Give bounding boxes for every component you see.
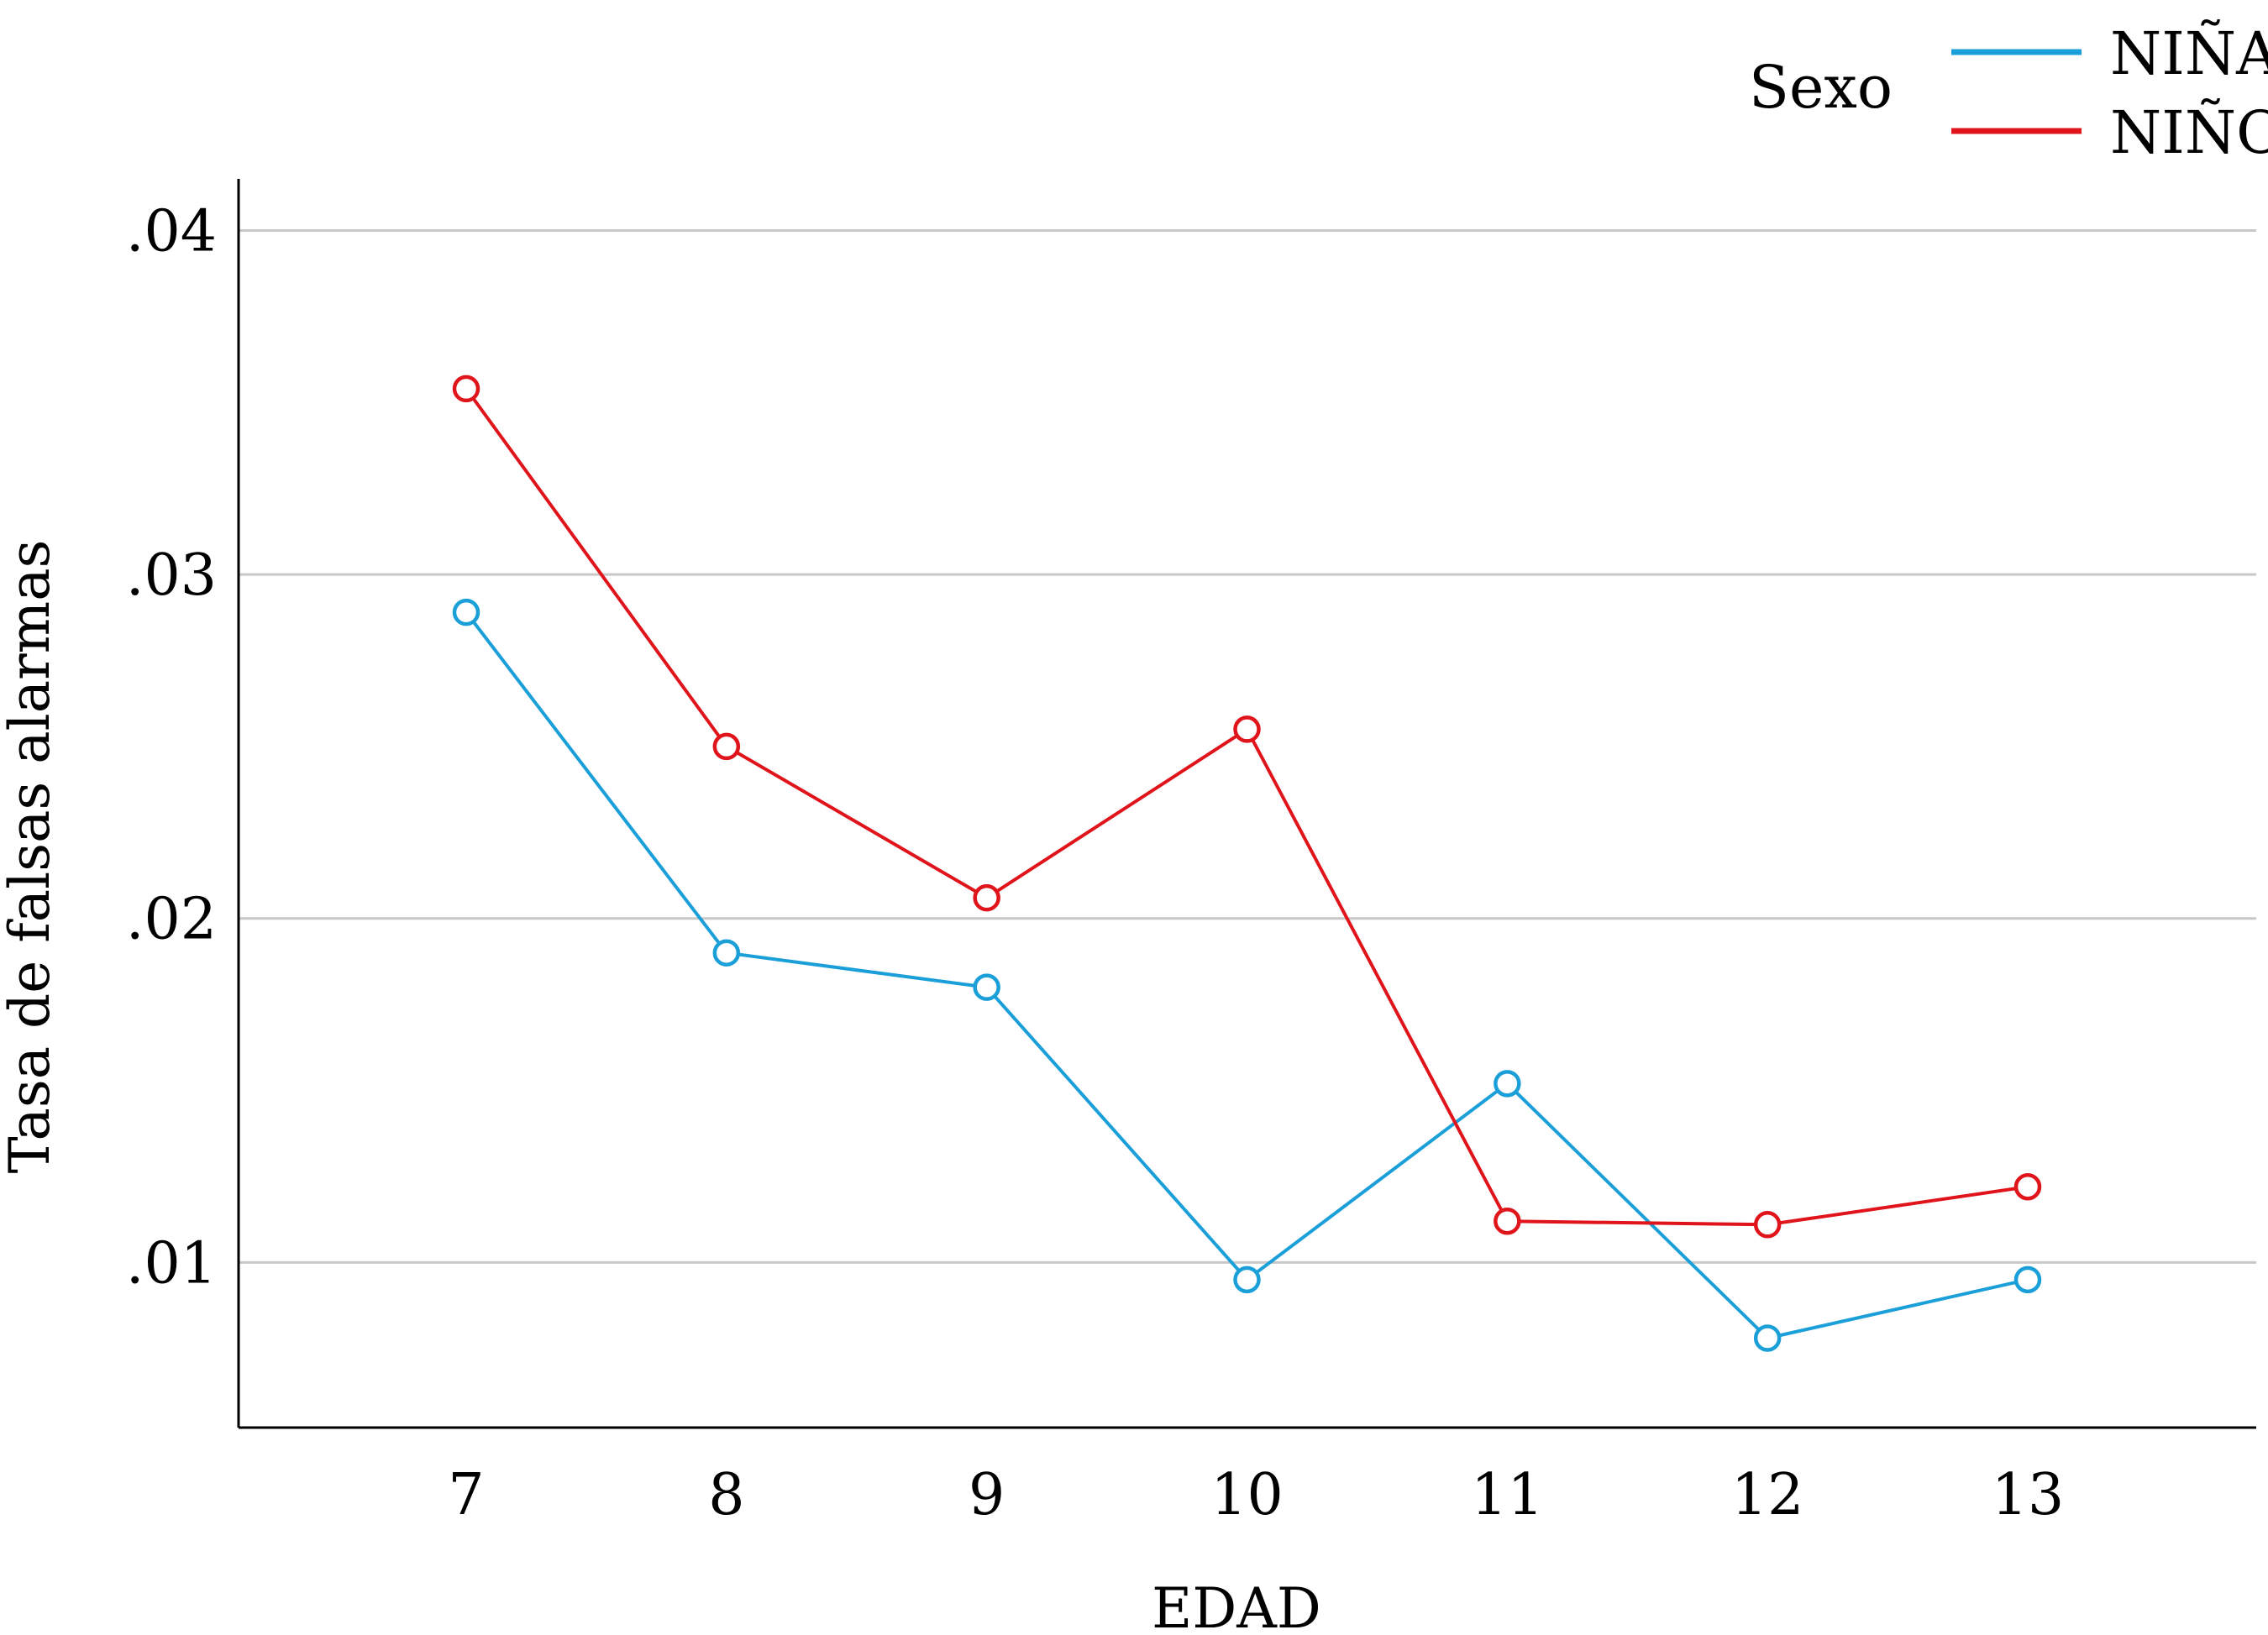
- x-tick-label: 7: [448, 1462, 484, 1528]
- data-point-nina: [973, 973, 1000, 1001]
- data-point-nina: [1494, 1070, 1521, 1098]
- data-point-nina: [2013, 1266, 2042, 1294]
- legend-title: Sexo: [1749, 53, 1893, 122]
- series-nino: [452, 375, 2042, 1239]
- series: [452, 375, 2042, 1352]
- legend: Sexo NIÑA NIÑO: [1749, 19, 2268, 167]
- data-point-nina: [712, 939, 741, 967]
- gridlines: [239, 228, 2256, 1264]
- data-point-nino: [1753, 1211, 1782, 1239]
- y-axis-label: Tasa de falsas alarmas: [0, 540, 62, 1174]
- data-point-nina: [452, 598, 480, 626]
- y-tick-label: .02: [126, 887, 217, 953]
- y-tick-label: .04: [126, 198, 217, 265]
- data-point-nino: [2013, 1173, 2042, 1201]
- x-tick-label: 10: [1210, 1462, 1284, 1528]
- x-axis-label: EDAD: [1152, 1576, 1321, 1631]
- data-point-nino: [1233, 715, 1261, 743]
- series-line-nino: [465, 387, 2029, 1227]
- axes: [237, 179, 2256, 1429]
- data-point-nino: [1494, 1207, 1521, 1235]
- x-tick-label: 8: [708, 1462, 744, 1528]
- x-tick-label: 11: [1471, 1462, 1544, 1528]
- y-tick-label: .03: [126, 542, 217, 609]
- data-point-nino: [712, 732, 741, 761]
- x-tick-label: 9: [969, 1462, 1005, 1528]
- series-nina: [452, 598, 2042, 1352]
- x-tick-labels: 7 8 9 10 11 12 13: [448, 1462, 2064, 1528]
- y-tick-label: .01: [126, 1230, 217, 1297]
- legend-label-nino: NIÑO: [2110, 98, 2268, 167]
- x-tick-label: 13: [1992, 1462, 2065, 1528]
- data-point-nina: [1233, 1266, 1261, 1294]
- y-tick-labels: .01 .02 .03 .04: [126, 198, 217, 1297]
- data-point-nino: [973, 883, 1000, 912]
- legend-label-nina: NIÑA: [2110, 19, 2268, 88]
- x-tick-label: 12: [1731, 1462, 1804, 1528]
- data-point-nino: [452, 375, 480, 403]
- data-point-nina: [1753, 1324, 1782, 1352]
